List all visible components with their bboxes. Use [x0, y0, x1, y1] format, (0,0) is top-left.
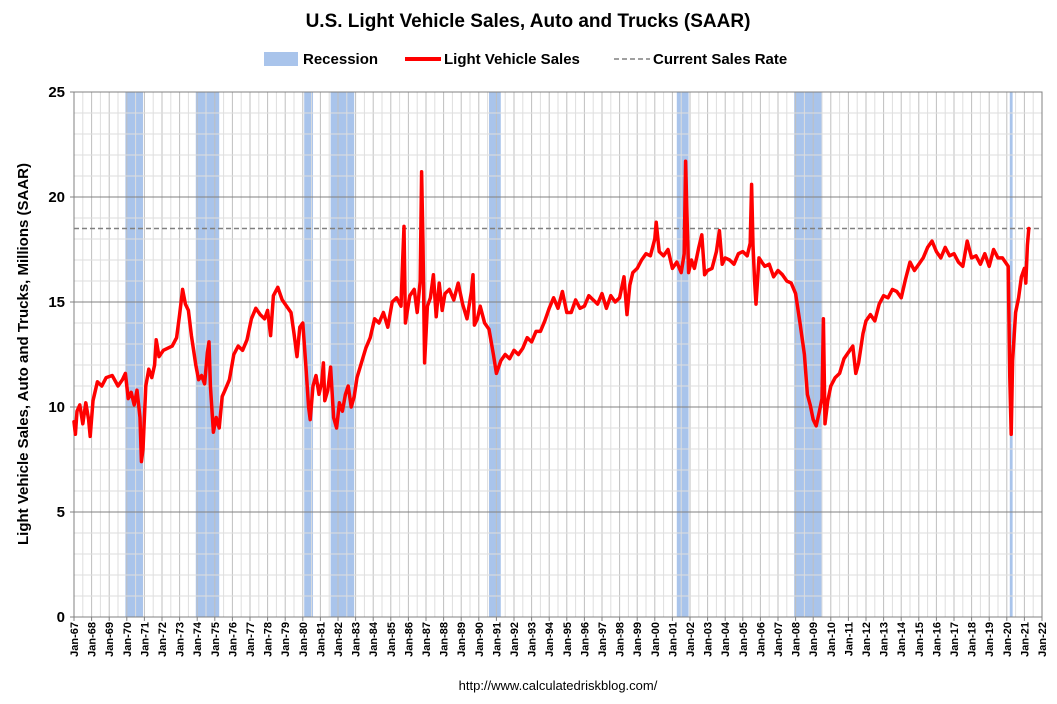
x-tick-label: Jan-20 — [1002, 622, 1014, 657]
x-tick-label: Jan-94 — [544, 621, 556, 657]
x-tick-label: Jan-80 — [298, 622, 310, 657]
y-tick-label: 25 — [48, 84, 65, 101]
x-tick-label: Jan-93 — [527, 622, 539, 657]
y-tick-label: 15 — [48, 294, 65, 311]
x-tick-label: Jan-78 — [263, 622, 275, 657]
x-tick-label: Jan-75 — [210, 622, 222, 657]
gridlines — [73, 91, 1043, 618]
legend: Recession Light Vehicle Sales Current Sa… — [264, 51, 787, 68]
x-tick-label: Jan-84 — [368, 621, 380, 657]
x-tick-label: Jan-11 — [843, 622, 855, 656]
x-tick-label: Jan-74 — [192, 621, 204, 657]
x-tick-label: Jan-15 — [914, 622, 926, 657]
recession-band-3 — [330, 92, 355, 617]
x-tick-label: Jan-21 — [1019, 622, 1031, 657]
x-tick-label: Jan-79 — [280, 622, 292, 657]
x-tick-label: Jan-17 — [949, 622, 961, 657]
x-tick-label: Jan-22 — [1037, 622, 1049, 657]
x-axis-ticks: Jan-67 Jan-68 Jan-69 Jan-70 Jan-71 Jan-72 Jan-… — [69, 617, 1049, 657]
x-tick-label: Jan-68 — [87, 622, 99, 657]
y-tick-label: 0 — [57, 609, 65, 626]
x-tick-label: Jan-87 — [421, 622, 433, 657]
y-axis-label: Light Vehicle Sales, Auto and Trucks, Mi… — [15, 163, 32, 545]
y-tick-label: 5 — [57, 504, 65, 521]
y-axis-ticks: 0 5 10 15 20 25 — [48, 84, 74, 626]
x-tick-label: Jan-95 — [562, 622, 574, 657]
x-tick-label: Jan-06 — [755, 622, 767, 657]
x-tick-label: Jan-69 — [104, 622, 116, 657]
x-tick-label: Jan-88 — [439, 622, 451, 657]
recession-band-6 — [794, 92, 822, 617]
x-tick-label: Jan-02 — [685, 622, 697, 657]
recession-band-5 — [676, 92, 689, 617]
x-tick-label: Jan-77 — [245, 622, 257, 657]
series-layer — [72, 159, 1031, 464]
x-tick-label: Jan-72 — [157, 622, 169, 657]
x-tick-label: Jan-04 — [720, 621, 732, 657]
x-tick-label: Jan-92 — [509, 622, 521, 657]
series-line-light-vehicle-sales — [72, 159, 1031, 464]
x-tick-label: Jan-12 — [861, 622, 873, 657]
legend-current-rate-label: Current Sales Rate — [653, 51, 787, 68]
y-tick-label: 20 — [48, 189, 65, 206]
x-tick-label: Jan-96 — [579, 622, 591, 657]
x-tick-label: Jan-90 — [474, 622, 486, 657]
legend-sales-label: Light Vehicle Sales — [444, 51, 580, 68]
x-tick-label: Jan-71 — [139, 622, 151, 657]
x-tick-label: Jan-07 — [773, 622, 785, 657]
x-tick-label: Jan-98 — [615, 622, 627, 657]
x-tick-label: Jan-99 — [632, 622, 644, 657]
x-tick-label: Jan-97 — [597, 622, 609, 657]
x-tick-label: Jan-82 — [333, 622, 345, 657]
x-tick-label: Jan-18 — [967, 622, 979, 657]
x-tick-label: Jan-14 — [896, 621, 908, 657]
plot-frame — [73, 91, 1043, 618]
x-tick-label: Jan-09 — [808, 622, 820, 657]
x-tick-label: Jan-76 — [227, 622, 239, 657]
x-tick-label: Jan-67 — [69, 622, 81, 657]
x-tick-label: Jan-70 — [122, 622, 134, 657]
x-tick-label: Jan-89 — [456, 622, 468, 657]
x-tick-label: Jan-81 — [315, 622, 327, 657]
x-tick-label: Jan-16 — [931, 622, 943, 657]
recession-band-2 — [304, 92, 314, 617]
source-url: http://www.calculatedriskblog.com/ — [459, 678, 658, 693]
x-tick-label: Jan-83 — [351, 622, 363, 657]
x-tick-label: Jan-00 — [650, 622, 662, 657]
chart-title: U.S. Light Vehicle Sales, Auto and Truck… — [306, 11, 751, 32]
x-tick-label: Jan-01 — [667, 622, 679, 657]
legend-recession-label: Recession — [303, 51, 378, 68]
x-tick-label: Jan-85 — [386, 622, 398, 657]
recession-band-0 — [125, 92, 143, 617]
x-tick-label: Jan-19 — [984, 622, 996, 657]
legend-recession-swatch — [264, 52, 298, 66]
x-tick-label: Jan-73 — [175, 622, 187, 657]
x-tick-label: Jan-13 — [879, 622, 891, 657]
y-tick-label: 10 — [48, 399, 65, 416]
x-tick-label: Jan-86 — [403, 622, 415, 657]
x-tick-label: Jan-05 — [738, 622, 750, 657]
x-tick-label: Jan-03 — [703, 622, 715, 657]
x-tick-label: Jan-08 — [791, 622, 803, 657]
x-tick-label: Jan-91 — [491, 622, 503, 657]
x-tick-label: Jan-10 — [826, 622, 838, 657]
